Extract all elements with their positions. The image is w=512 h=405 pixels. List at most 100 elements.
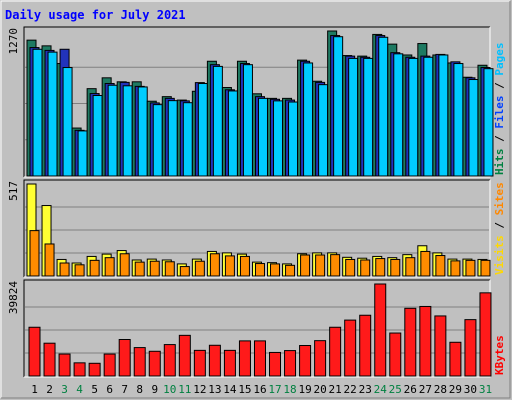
panel-legend: Hits / Files / Pages: [493, 43, 506, 176]
x-tick-label: 21: [329, 383, 342, 396]
panel-bottom: 39824 KBytes: [7, 279, 506, 378]
bar-pages-day-12: [197, 83, 208, 177]
x-tick-label: 26: [404, 383, 417, 396]
bars-bottom: [28, 283, 492, 377]
bar-sites-day-7: [119, 253, 130, 277]
x-tick-label: 24: [374, 383, 388, 396]
bar-kbytes-day-1: [28, 326, 41, 377]
bar-sites-day-20: [315, 254, 326, 277]
chart-title: Daily usage for July 2021: [5, 8, 186, 22]
legend-entry: KBytes: [493, 335, 506, 375]
x-tick-label: 30: [464, 383, 477, 396]
legend-entry: Sites: [493, 182, 506, 215]
bar-kbytes-day-9: [148, 350, 161, 377]
bar-pages-day-28: [438, 54, 449, 177]
bar-sites-day-4: [74, 264, 85, 277]
bar-sites-day-15: [239, 255, 250, 277]
bar-sites-day-1: [29, 230, 40, 277]
bars-top: [26, 30, 494, 177]
legend-entry: /: [493, 215, 506, 235]
bar-sites-day-28: [435, 255, 446, 277]
bar-pages-day-25: [393, 53, 404, 177]
x-tick-label: 1: [31, 383, 38, 396]
bar-sites-day-29: [450, 260, 461, 277]
bar-pages-day-26: [408, 57, 419, 177]
bar-pages-day-5: [92, 95, 103, 177]
panel-frame-dark: [23, 279, 490, 377]
bar-sites-day-14: [224, 255, 235, 277]
bar-sites-day-25: [390, 258, 401, 277]
x-tick-label: 6: [106, 383, 113, 396]
bar-sites-day-11: [179, 266, 190, 277]
bar-pages-day-27: [423, 56, 434, 177]
bar-sites-day-27: [420, 250, 431, 277]
bar-sites-day-17: [270, 263, 281, 277]
x-tick-label: 12: [193, 383, 206, 396]
bar-pages-day-2: [47, 51, 58, 177]
bar-kbytes-day-24: [374, 283, 387, 377]
bar-sites-day-16: [254, 263, 265, 277]
bar-pages-day-8: [137, 86, 148, 177]
bar-sites-day-22: [345, 258, 356, 277]
x-tick-label: 20: [313, 383, 326, 396]
panel-frame-dark: [23, 179, 490, 277]
bar-pages-day-14: [227, 90, 238, 177]
bar-pages-day-7: [122, 85, 133, 177]
bar-pages-day-1: [32, 48, 43, 177]
bar-sites-day-9: [149, 260, 160, 277]
legend-entry: /: [493, 129, 506, 149]
bar-kbytes-day-4: [73, 362, 86, 377]
bar-sites-day-5: [89, 259, 100, 277]
x-tick-label: 10: [163, 383, 176, 396]
x-tick-label: 31: [479, 383, 492, 396]
bar-kbytes-day-10: [163, 344, 176, 377]
bar-sites-day-3: [59, 262, 70, 277]
bar-pages-day-24: [378, 36, 389, 177]
x-tick-label: 27: [419, 383, 432, 396]
panel-legend: KBytes: [493, 335, 506, 375]
bar-pages-day-16: [257, 97, 268, 177]
legend-entry: Files: [493, 96, 506, 129]
bar-kbytes-day-30: [464, 319, 477, 377]
bar-kbytes-day-31: [479, 292, 492, 377]
panel-frame-dark: [23, 26, 490, 177]
x-tick-label: 28: [434, 383, 447, 396]
bar-sites-day-10: [164, 261, 175, 277]
bar-kbytes-day-18: [284, 350, 297, 377]
bar-kbytes-day-29: [449, 341, 462, 377]
bar-pages-day-6: [107, 84, 118, 177]
legend-entry: Pages: [493, 43, 506, 76]
y-axis-max-label: 39824: [7, 281, 20, 314]
x-tick-label: 7: [121, 383, 128, 396]
bar-sites-day-19: [300, 254, 311, 277]
bar-pages-day-18: [288, 101, 299, 177]
x-tick-label: 9: [151, 383, 158, 396]
bar-pages-day-11: [182, 102, 193, 177]
bar-kbytes-day-21: [329, 326, 342, 377]
bar-sites-day-6: [104, 257, 115, 277]
bar-kbytes-day-22: [344, 319, 357, 377]
bar-sites-day-26: [405, 257, 416, 277]
bar-pages-day-4: [77, 130, 88, 177]
x-tick-label: 29: [449, 383, 462, 396]
bar-pages-day-31: [483, 68, 494, 177]
x-tick-label: 4: [76, 383, 83, 396]
x-tick-label: 25: [389, 383, 402, 396]
bar-kbytes-day-19: [299, 345, 312, 377]
bar-sites-day-24: [375, 258, 386, 277]
bar-kbytes-day-6: [103, 353, 116, 377]
panel-top: 1270 Hits / Files / Pages: [7, 26, 506, 178]
bar-pages-day-9: [152, 104, 163, 177]
bar-pages-day-30: [468, 79, 479, 177]
x-tick-label: 2: [46, 383, 53, 396]
y-axis-max-label: 517: [7, 181, 20, 201]
x-tick-label: 8: [136, 383, 143, 396]
bar-kbytes-day-15: [238, 340, 251, 377]
bar-kbytes-day-28: [434, 315, 447, 377]
bar-sites-day-8: [134, 261, 145, 277]
legend-entry: Visits: [493, 235, 506, 275]
bar-sites-day-2: [44, 243, 55, 277]
x-tick-label: 11: [178, 383, 191, 396]
x-axis-labels: 1 2 3 4 5 6 7 8 9 10 11 12 13 14 15 16 17 18 19 20 21 22 23 24 2…: [31, 383, 492, 396]
